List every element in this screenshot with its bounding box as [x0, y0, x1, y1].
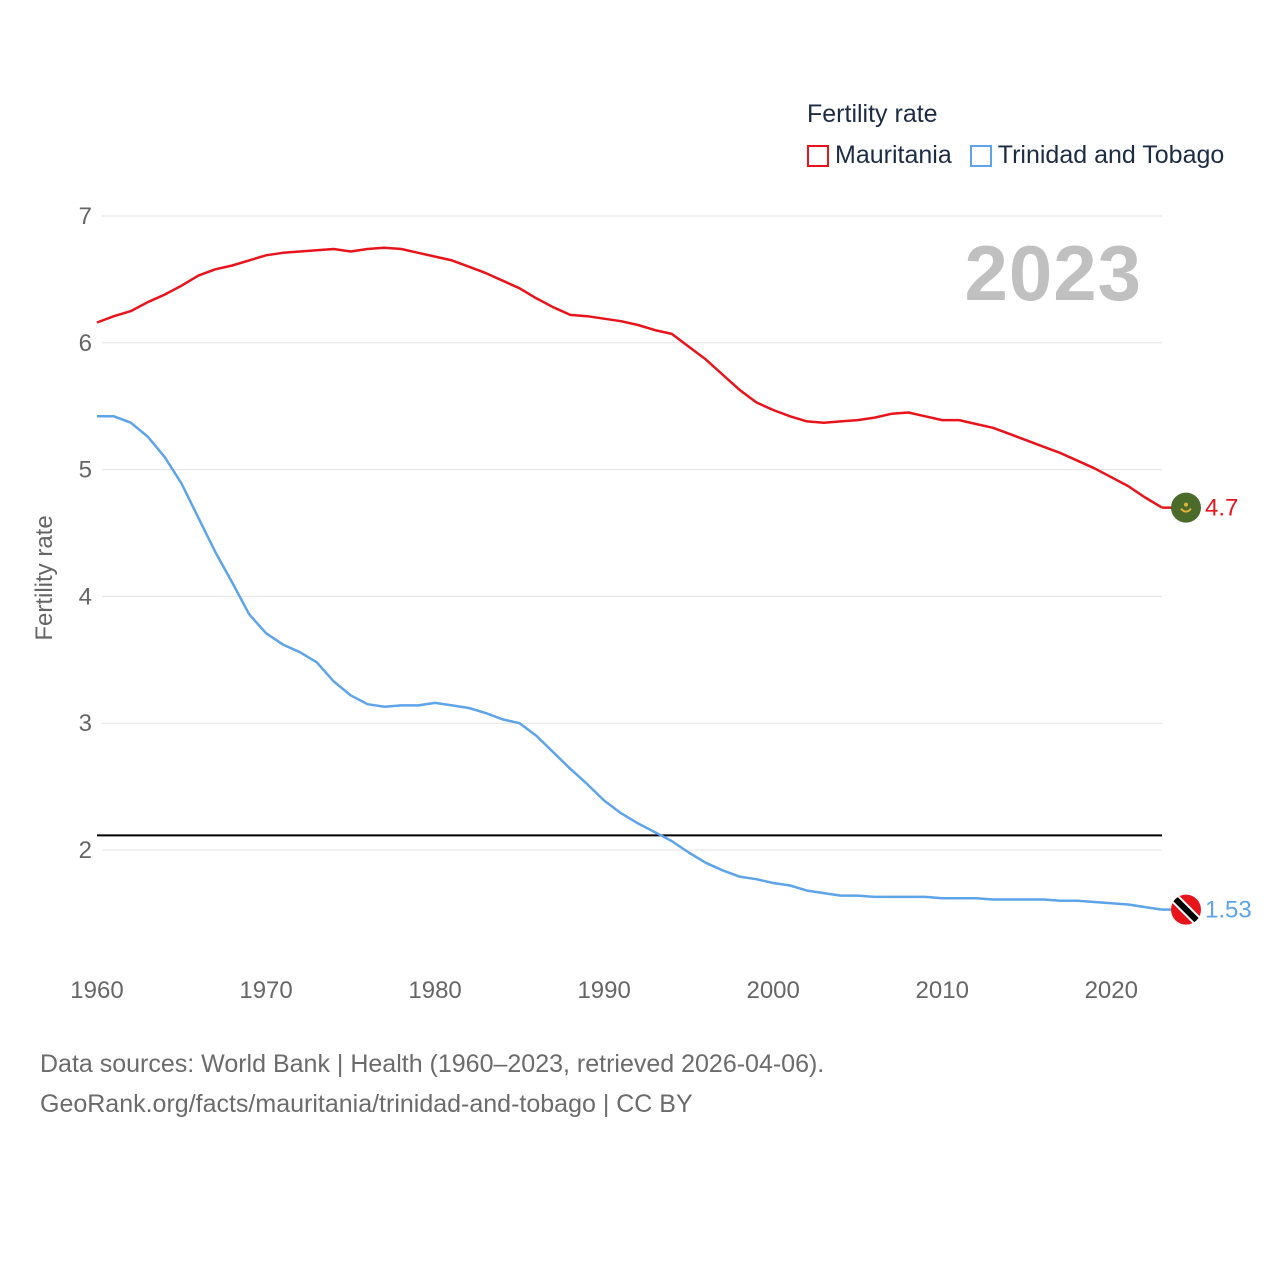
y-tick-label: 4 [79, 583, 92, 610]
x-tick-label: 1980 [408, 977, 461, 1004]
series-lines [96, 246, 1163, 911]
end-value-label-trinidad-and-tobago: 1.53 [1205, 897, 1252, 924]
legend-swatch-trinidad-and-tobago [969, 144, 992, 167]
y-tick-label: 3 [79, 710, 92, 737]
y-tick-label: 6 [79, 330, 92, 357]
y-tick-label: 7 [79, 203, 92, 230]
x-tick-label: 2000 [746, 977, 799, 1004]
legend-label-trinidad-and-tobago: Trinidad and Tobago [997, 141, 1225, 169]
x-tick-label: 2010 [916, 977, 969, 1004]
x-tick-label: 1990 [577, 977, 630, 1004]
x-axis-ticks: 1960 1970 1980 1990 2000 2010 2020 [70, 977, 1138, 1004]
legend-swatch-mauritania [807, 144, 829, 167]
legend-items: Mauritania Trinidad and Tobago [807, 141, 1242, 170]
end-value-label-mauritania: 4.7 [1205, 495, 1238, 522]
legend-item-mauritania[interactable]: Mauritania [807, 141, 952, 170]
series-line-mauritania [96, 246, 1163, 509]
y-tick-label: 5 [79, 457, 92, 484]
x-tick-label: 2020 [1085, 977, 1138, 1004]
legend: Fertility rate Mauritania Trinidad and T… [807, 100, 1242, 170]
flag-marker-trinidad-and-tobago [1171, 894, 1201, 925]
series-line-trinidad-and-tobago [97, 415, 1163, 911]
y-tick-label: 2 [79, 837, 92, 864]
source-url-license[interactable]: GeoRank.org/facts/mauritania/trinidad-an… [40, 1090, 693, 1118]
mauritania-flag-icon [1171, 492, 1201, 523]
star-icon [1184, 502, 1188, 507]
x-tick-label: 1960 [70, 977, 123, 1004]
grid-lines [102, 215, 1162, 851]
crescent-icon [1180, 507, 1192, 513]
legend-item-trinidad-and-tobago[interactable]: Trinidad and Tobago [969, 141, 1225, 170]
x-tick-label: 1970 [239, 977, 292, 1004]
year-label: 2023 [964, 229, 1142, 317]
legend-title: Fertility rate [807, 100, 938, 128]
y-axis-label: Fertility rate [31, 515, 58, 640]
flag-marker-mauritania [1171, 492, 1201, 523]
end-markers: 4.7 1.53 [1162, 492, 1252, 925]
data-source-note: Data sources: World Bank | Health (1960–… [40, 1050, 825, 1078]
y-axis-ticks: 2 3 4 5 6 7 [79, 203, 92, 864]
legend-label-mauritania: Mauritania [835, 141, 952, 169]
footer: Data sources: World Bank | Health (1960–… [40, 1044, 824, 1124]
